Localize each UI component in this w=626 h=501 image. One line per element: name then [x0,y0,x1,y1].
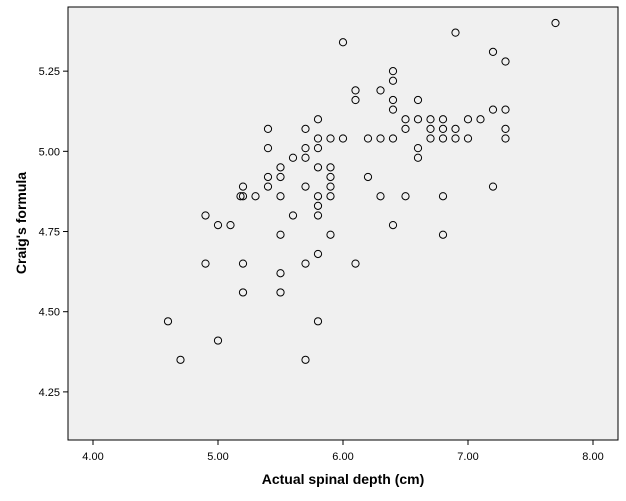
x-axis-title: Actual spinal depth (cm) [262,471,425,487]
y-tick-label: 4.25 [39,387,60,399]
x-tick-label: 7.00 [457,451,478,463]
y-axis-title: Craig's formula [13,172,29,274]
x-tick-label: 5.00 [207,451,228,463]
y-tick-label: 5.25 [39,66,60,78]
y-tick-label: 5.00 [39,146,60,158]
y-axis-ticks: 4.25 4.50 4.75 5.00 5.25 [39,66,68,399]
x-axis-ticks: 4.00 5.00 6.00 7.00 8.00 [82,440,603,463]
x-tick-label: 6.00 [332,451,353,463]
y-tick-label: 4.50 [39,307,60,319]
x-tick-label: 4.00 [82,451,103,463]
x-tick-label: 8.00 [582,451,603,463]
y-tick-label: 4.75 [39,227,60,239]
plot-area [68,7,618,440]
